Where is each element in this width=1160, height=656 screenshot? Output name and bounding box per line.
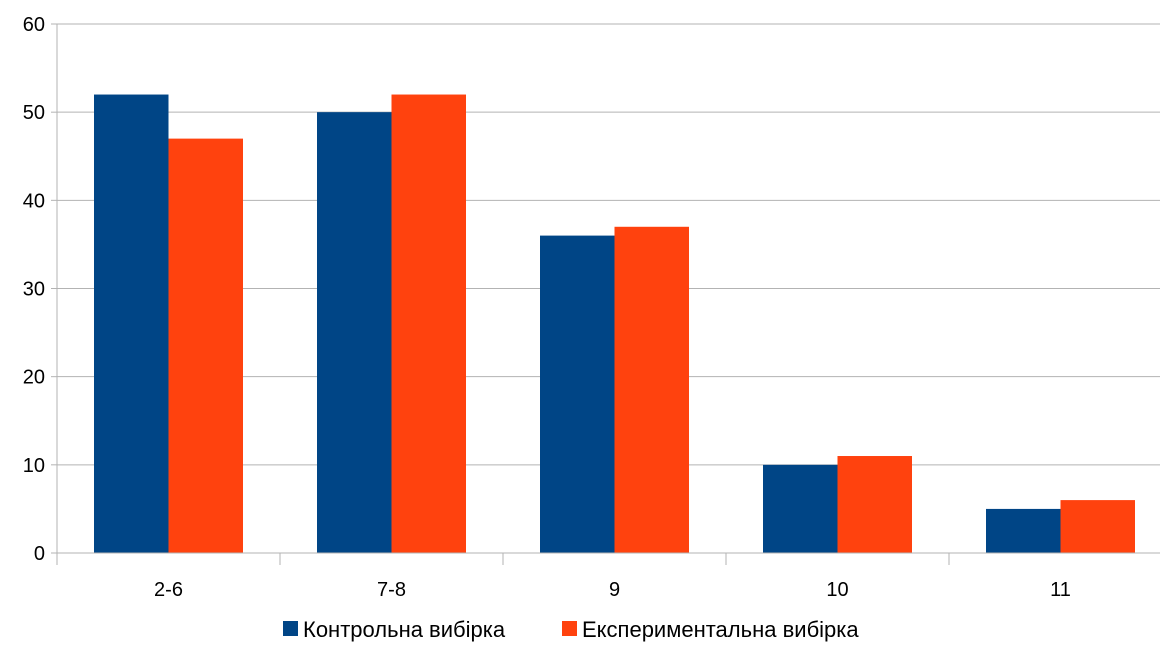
bar-experimental-9 [614,226,689,554]
bar-control-7-8 [317,112,392,554]
bar-experimental-10 [837,456,912,553]
x-axis-tick-labels: 2-6 7-8 9 10 11 [154,579,1071,601]
legend-label-control: Контрольна вибірка [303,617,506,642]
x-tick-label: 11 [1050,579,1071,601]
y-tick-label: 0 [34,543,45,565]
x-tick-label: 9 [609,579,620,601]
legend-swatch-control [283,621,298,636]
y-tick-label: 20 [23,367,45,389]
legend-swatch-experimental [562,621,577,636]
y-tick-label: 50 [23,102,45,124]
x-tick-label: 7-8 [377,579,406,601]
bar-experimental-7-8 [391,94,466,554]
bar-experimental-11 [1060,500,1135,553]
bar-experimental-2-6 [168,138,243,553]
bar-control-11 [986,508,1061,553]
x-tick-label: 10 [826,579,848,601]
legend-label-experimental: Експериментальна вибірка [582,617,859,642]
x-tick-label: 2-6 [154,579,183,601]
y-axis-tick-labels: 0 10 20 30 40 50 60 [23,14,45,565]
y-tick-label: 30 [23,279,45,301]
bars [94,94,1135,554]
axes [51,23,1160,565]
bar-control-9 [540,235,615,553]
y-tick-label: 40 [23,190,45,212]
y-tick-label: 10 [23,455,45,477]
y-tick-label: 60 [23,14,45,36]
legend: Контрольна вибірка Експериментальна вибір… [283,617,859,642]
bar-control-10 [763,464,838,553]
bar-control-2-6 [94,94,169,554]
